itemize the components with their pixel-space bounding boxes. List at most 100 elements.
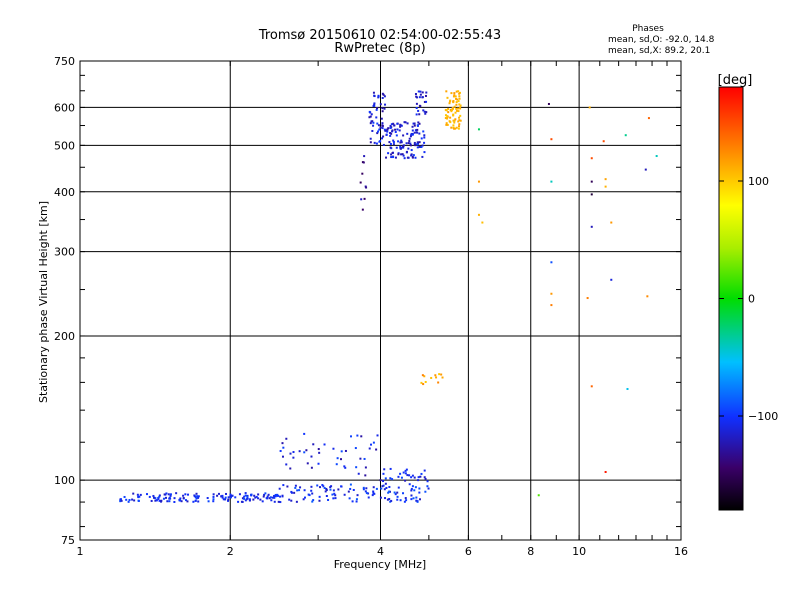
data-point bbox=[182, 494, 185, 497]
data-point bbox=[404, 472, 407, 475]
data-point bbox=[448, 120, 451, 123]
data-point bbox=[448, 102, 451, 105]
data-point bbox=[425, 111, 428, 114]
data-point bbox=[349, 483, 352, 486]
data-point bbox=[322, 485, 325, 488]
data-point bbox=[145, 493, 148, 496]
data-point bbox=[310, 466, 313, 469]
data-point bbox=[356, 494, 359, 497]
data-point bbox=[413, 124, 416, 127]
data-point bbox=[452, 127, 455, 130]
data-point bbox=[206, 497, 209, 500]
data-point bbox=[458, 125, 461, 128]
data-point bbox=[133, 499, 136, 502]
data-point bbox=[169, 494, 172, 497]
data-point bbox=[212, 493, 215, 496]
data-point bbox=[372, 441, 375, 444]
data-point bbox=[418, 491, 421, 494]
data-point bbox=[375, 487, 378, 490]
data-point bbox=[365, 492, 368, 495]
data-point bbox=[408, 140, 411, 143]
data-point bbox=[321, 483, 324, 486]
data-point bbox=[263, 493, 266, 496]
data-point bbox=[421, 155, 424, 158]
data-point bbox=[444, 117, 447, 120]
data-point bbox=[197, 500, 200, 503]
data-point bbox=[282, 484, 285, 487]
data-point bbox=[248, 499, 251, 502]
data-point bbox=[365, 186, 368, 189]
y-tick-label: 100 bbox=[54, 474, 75, 487]
data-point bbox=[294, 484, 297, 487]
data-point bbox=[372, 91, 375, 94]
data-point bbox=[379, 103, 382, 106]
data-point bbox=[389, 467, 392, 470]
data-point bbox=[379, 479, 382, 482]
data-point bbox=[279, 501, 282, 504]
data-point bbox=[395, 146, 398, 149]
data-point bbox=[292, 451, 295, 454]
data-point bbox=[212, 495, 215, 498]
data-point bbox=[267, 493, 270, 496]
data-point bbox=[387, 152, 390, 155]
data-point bbox=[413, 489, 416, 492]
data-point bbox=[261, 500, 264, 503]
data-point bbox=[423, 476, 426, 479]
y-tick-label: 300 bbox=[54, 246, 75, 259]
data-point bbox=[400, 146, 403, 149]
data-point bbox=[212, 500, 215, 503]
data-point bbox=[385, 129, 388, 132]
data-point bbox=[441, 376, 444, 379]
data-point bbox=[414, 129, 417, 132]
data-point bbox=[169, 493, 172, 496]
data-point bbox=[453, 105, 456, 108]
data-point bbox=[325, 495, 328, 498]
data-point bbox=[310, 489, 313, 492]
data-point bbox=[381, 124, 384, 127]
data-point bbox=[415, 143, 418, 146]
x-tick-label: 10 bbox=[572, 545, 586, 558]
data-point bbox=[288, 498, 291, 501]
data-point bbox=[404, 497, 407, 500]
data-point bbox=[252, 498, 255, 501]
data-point bbox=[410, 487, 413, 490]
data-point bbox=[186, 500, 189, 503]
data-point bbox=[389, 127, 392, 130]
data-point bbox=[399, 141, 402, 144]
data-point bbox=[405, 499, 408, 502]
data-point bbox=[119, 498, 122, 501]
data-point bbox=[380, 117, 383, 120]
data-point bbox=[293, 491, 296, 494]
data-point bbox=[444, 108, 447, 111]
data-point bbox=[323, 487, 326, 490]
data-point bbox=[458, 97, 461, 100]
data-point bbox=[289, 452, 292, 455]
data-point bbox=[266, 495, 269, 498]
data-point bbox=[225, 492, 228, 495]
data-point bbox=[418, 141, 421, 144]
data-point bbox=[375, 142, 378, 145]
data-point bbox=[382, 135, 385, 138]
data-point bbox=[414, 144, 417, 147]
data-point bbox=[415, 131, 418, 134]
data-point bbox=[273, 500, 276, 503]
data-point bbox=[389, 146, 392, 149]
data-point bbox=[458, 95, 461, 98]
data-point bbox=[384, 477, 387, 480]
data-point bbox=[458, 103, 461, 106]
data-point bbox=[336, 457, 339, 460]
data-point bbox=[229, 493, 232, 496]
data-point bbox=[404, 479, 407, 482]
data-point bbox=[227, 496, 230, 499]
data-point bbox=[406, 474, 409, 477]
data-point bbox=[452, 100, 455, 103]
data-point bbox=[396, 128, 399, 131]
data-point bbox=[446, 123, 449, 126]
data-point bbox=[385, 133, 388, 136]
data-point bbox=[310, 455, 313, 458]
data-point bbox=[392, 156, 395, 159]
data-point bbox=[163, 493, 166, 496]
data-point bbox=[370, 443, 373, 446]
data-point bbox=[264, 492, 267, 495]
data-point bbox=[418, 122, 421, 125]
